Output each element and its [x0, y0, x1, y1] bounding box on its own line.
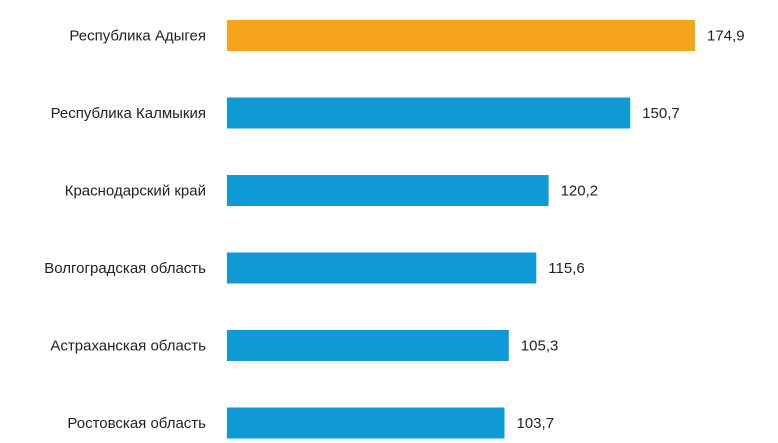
- value-label-2: 150,7: [642, 105, 680, 122]
- bar-1: [227, 20, 695, 51]
- value-label-6: 103,7: [517, 415, 555, 432]
- category-label-3: Краснодарский край: [65, 183, 206, 200]
- bar-3: [227, 175, 549, 206]
- bar-4: [227, 252, 537, 284]
- category-label-6: Ростовская область: [67, 415, 206, 432]
- value-label-3: 120,2: [561, 183, 599, 200]
- bar-6: [227, 407, 505, 439]
- category-label-1: Республика Адыгея: [69, 28, 206, 45]
- category-label-5: Астраханская область: [50, 338, 206, 355]
- bar-2: [227, 97, 631, 129]
- value-label-5: 105,3: [521, 338, 559, 355]
- category-label-2: Республика Калмыкия: [51, 105, 206, 122]
- category-label-4: Волгоградская область: [44, 260, 206, 277]
- bar-5: [227, 330, 509, 361]
- value-label-1: 174,9: [707, 28, 745, 45]
- value-label-4: 115,6: [548, 260, 584, 277]
